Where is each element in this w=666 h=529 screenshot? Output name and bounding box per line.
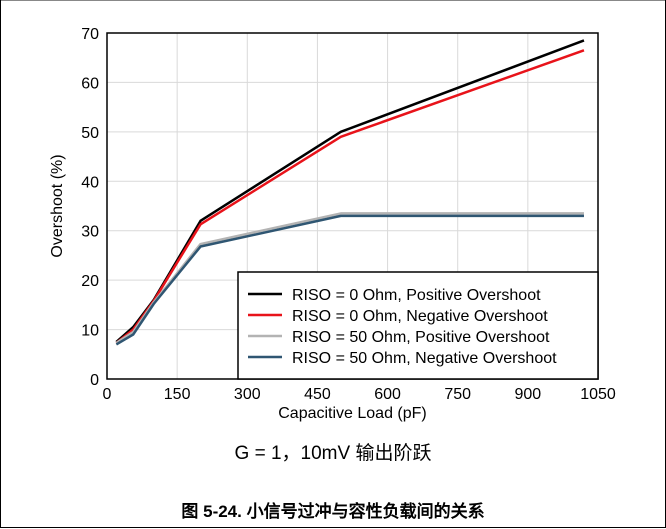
y-tick-label: 40 [81,174,99,191]
x-tick-label: 300 [234,386,261,403]
y-tick-label: 10 [81,323,99,340]
y-tick-label: 70 [81,26,99,43]
y-tick-label: 30 [81,224,99,241]
series-line-2 [115,49,585,344]
legend-box [237,271,599,380]
top-rule [0,0,666,1]
legend-entry: RISO = 0 Ohm, Negative Overshoot [292,308,548,325]
x-tick-label: 0 [103,386,112,403]
x-tick-label: 450 [304,386,331,403]
figure-caption: 图 5-24. 小信号过冲与容性负载间的关系 [181,502,485,521]
chart-subtitle: G = 1，10mV 输出阶跃 [234,443,432,464]
y-tick-label: 20 [81,273,99,290]
y-axis-label: Overshoot (%) [49,154,66,257]
x-tick-label: 750 [444,386,471,403]
y-tick-label: 50 [81,125,99,142]
legend-entry: RISO = 50 Ohm, Negative Overshoot [292,350,557,367]
legend-entry: RISO = 0 Ohm, Positive Overshoot [292,287,541,304]
y-tick-label: 0 [90,372,99,389]
series-line-4 [115,214,584,346]
legend-entry: RISO = 50 Ohm, Positive Overshoot [292,329,550,346]
overshoot-chart: 0 150 300 450 600 750 900 1050 0 10 20 30 40 50 60 70 Ca… [49,26,616,422]
x-tick-label: 150 [164,386,191,403]
x-tick-label: 900 [515,386,542,403]
x-axis-label: Capacitive Load (pF) [278,405,427,422]
x-tick-label: 600 [374,386,401,403]
x-tick-label: 1050 [580,386,616,403]
y-tick-label: 60 [81,75,99,92]
